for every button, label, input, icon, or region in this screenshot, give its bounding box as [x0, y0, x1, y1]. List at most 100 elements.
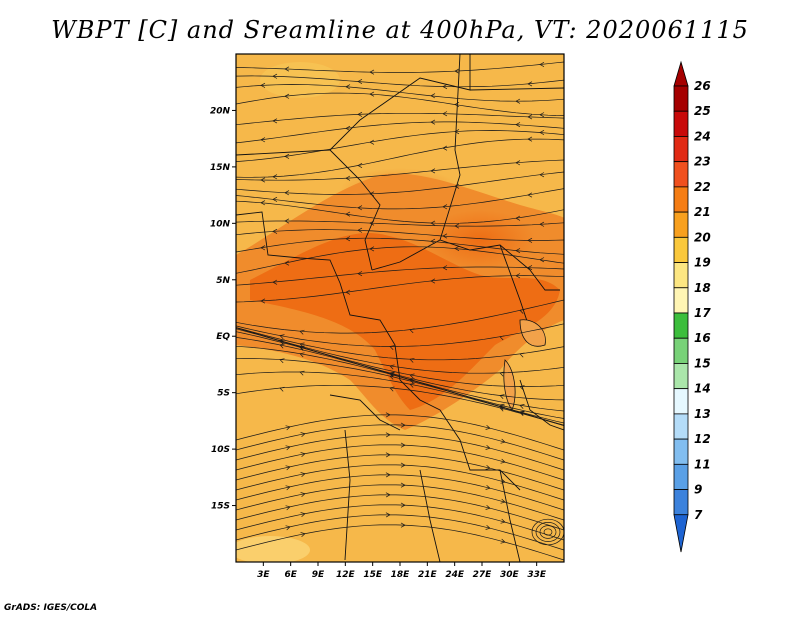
- colorbar-label: 16: [694, 331, 711, 345]
- streamline-arrow: [369, 69, 375, 75]
- streamline-arrow: [430, 93, 436, 99]
- streamline-arrow: [539, 112, 545, 118]
- streamline-arrow: [409, 373, 415, 379]
- streamline-arrow: [389, 371, 395, 377]
- streamline: [236, 84, 564, 102]
- colorbar-segment: [673, 161, 689, 188]
- streamline-arrow: [515, 215, 521, 221]
- streamline-arrow: [519, 309, 525, 314]
- streamline-arrow: [260, 177, 266, 183]
- colorbar-segment: [673, 211, 689, 238]
- streamline-arrow: [400, 462, 406, 468]
- streamline-arrow: [500, 498, 506, 504]
- streamline-arrow: [279, 339, 285, 345]
- streamline-arrow: [430, 119, 436, 125]
- streamline-arrow: [430, 278, 436, 284]
- colorbar-segment: [673, 312, 689, 339]
- streamline-arrow: [272, 73, 278, 79]
- streamline-arrow: [299, 352, 305, 358]
- vortex-ring: [543, 528, 553, 536]
- streamline-arrow: [527, 265, 533, 271]
- streamline: [236, 220, 564, 227]
- streamline-arrow: [539, 129, 545, 136]
- streamline-arrow: [345, 211, 351, 217]
- streamline-arrow: [500, 538, 506, 544]
- streamline-arrow: [539, 221, 545, 227]
- lon-tick-label: 6E: [284, 570, 297, 580]
- streamline: [236, 444, 564, 481]
- streamline-arrow: [389, 386, 395, 392]
- streamline-arrow: [260, 298, 266, 304]
- streamline-arrow: [300, 472, 306, 478]
- streamline: [236, 454, 564, 491]
- streamline-arrow: [499, 335, 505, 341]
- streamline-arrow: [515, 122, 521, 128]
- streamline-arrow: [299, 329, 305, 335]
- streamline-arrow: [500, 518, 506, 524]
- lon-tick-label: 15E: [363, 570, 383, 580]
- streamline-arrow: [515, 98, 521, 104]
- streamline: [236, 229, 564, 241]
- streamline-arrow: [430, 168, 436, 174]
- streamline-arrow: [357, 162, 363, 169]
- streamline-arrow: [485, 524, 491, 530]
- colorbar-label: 14: [694, 382, 711, 396]
- streamline-arrow: [442, 84, 448, 90]
- streamline-arrow: [369, 139, 375, 145]
- colorbar-segment: [673, 463, 689, 490]
- lon-tick-label: 12E: [336, 570, 356, 580]
- streamline-arrow: [279, 358, 285, 364]
- streamline-arrow: [485, 484, 491, 490]
- streamline: [236, 434, 564, 471]
- streamline-arrow: [500, 438, 506, 444]
- streamline-arrow: [357, 227, 363, 233]
- country-border: [329, 149, 381, 271]
- country-border: [529, 269, 560, 291]
- streamline-arrow: [515, 248, 521, 254]
- streamline-arrow: [385, 412, 391, 418]
- colorbar-segment: [673, 287, 689, 314]
- streamline-arrow: [485, 444, 491, 450]
- country-border: [344, 429, 351, 561]
- lon-tick-label: 30E: [500, 570, 520, 580]
- colorbar-segment: [673, 489, 689, 516]
- streamline-arrow: [400, 442, 406, 448]
- streamline: [236, 266, 564, 286]
- streamline-arrow: [300, 532, 306, 538]
- country-border: [469, 87, 564, 91]
- colorbar-segment: [673, 413, 689, 440]
- lat-tick-label: 20N: [210, 106, 231, 116]
- streamline-arrow: [409, 328, 415, 334]
- streamline-arrow: [279, 343, 285, 349]
- streamline-arrow: [357, 78, 363, 85]
- streamline-arrow: [454, 101, 460, 108]
- streamline-arrow: [527, 136, 533, 142]
- country-border: [439, 54, 461, 241]
- streamline: [236, 494, 564, 531]
- streamline-arrow: [485, 424, 491, 430]
- streamline-arrow: [369, 220, 375, 226]
- streamline-arrow: [284, 153, 290, 159]
- lat-tick-label: 15S: [211, 502, 230, 512]
- streamline-arrow: [285, 505, 291, 511]
- streamline-arrow: [345, 175, 351, 181]
- streamline-arrow: [400, 482, 406, 488]
- colorbar-segment: [673, 85, 689, 112]
- streamline: [236, 524, 564, 561]
- longitude-axis: 3E 6E 9E 12E 15E 18E 21E 24E 27E 30E 33E: [257, 562, 547, 580]
- colorbar-segment: [673, 337, 689, 364]
- country-border: [236, 54, 471, 156]
- country-border: [236, 211, 341, 284]
- colorbar-label: 18: [694, 281, 711, 295]
- streamline-arrow: [260, 200, 266, 206]
- streamline: [236, 171, 564, 195]
- streamline-arrow: [260, 137, 266, 143]
- colorbar-bottom-arrow: [673, 514, 689, 553]
- lon-tick-label: 3E: [257, 570, 270, 580]
- streamline-arrow: [285, 445, 291, 451]
- streamline-arrow: [345, 236, 351, 242]
- streamline-arrow: [400, 422, 406, 428]
- cool-north-patch: [260, 62, 340, 98]
- colorbar-label: 9: [694, 483, 702, 497]
- map-plot-area: [236, 54, 564, 562]
